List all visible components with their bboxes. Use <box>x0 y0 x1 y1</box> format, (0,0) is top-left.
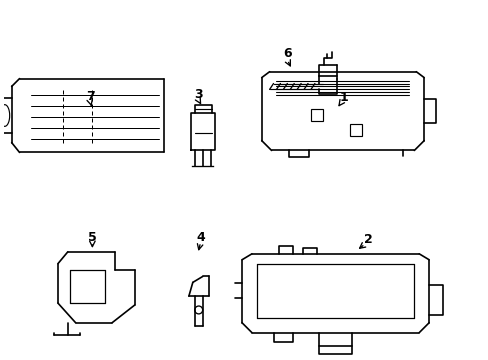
Text: 6: 6 <box>283 48 291 60</box>
Text: 1: 1 <box>338 91 347 104</box>
Bar <box>310 109 322 121</box>
Bar <box>349 124 362 136</box>
Text: 4: 4 <box>196 231 204 244</box>
Text: 2: 2 <box>363 233 372 246</box>
Text: 3: 3 <box>194 88 203 101</box>
Text: 5: 5 <box>88 231 97 244</box>
Text: 7: 7 <box>86 90 95 103</box>
